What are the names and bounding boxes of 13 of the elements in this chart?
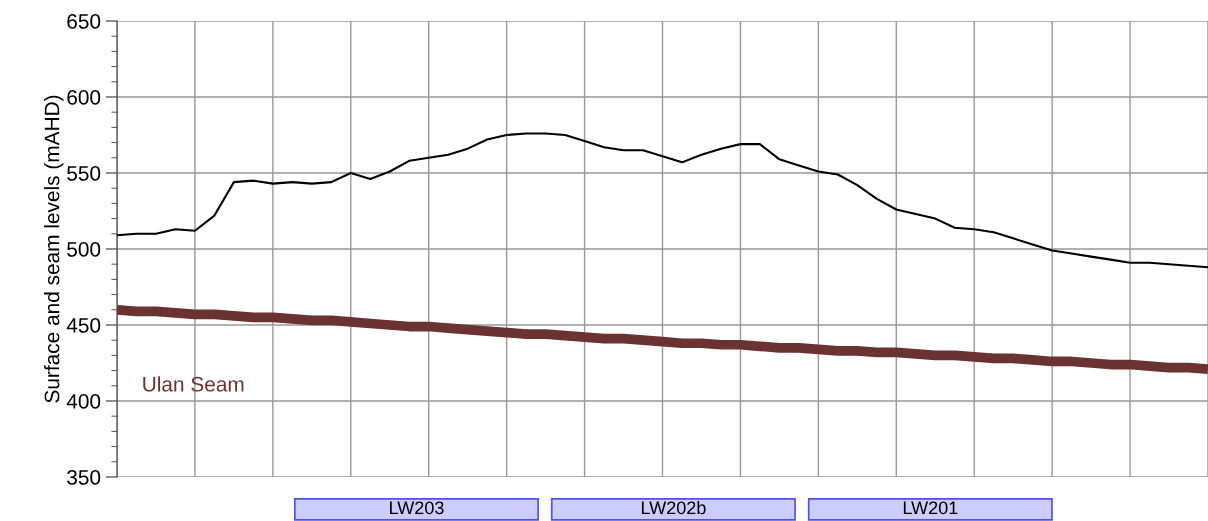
y-tick-label: 600 [67, 90, 101, 105]
y-tick-label: 650 [67, 14, 101, 29]
y-tick-label: 550 [67, 166, 101, 181]
text: LW201 [903, 501, 958, 515]
y-tick-label: 350 [67, 470, 101, 485]
y-tick-label: 450 [66, 318, 101, 333]
text: LW202b [641, 500, 706, 515]
text: LW203 [390, 501, 444, 515]
text: Ulan Seam [143, 376, 244, 392]
y-axis-title: Surface and seam levels (mAHD) [44, 95, 64, 403]
y-tick-label: 400 [66, 394, 101, 409]
line-series [117, 132, 1208, 269]
y-tick-label: 500 [67, 242, 101, 257]
